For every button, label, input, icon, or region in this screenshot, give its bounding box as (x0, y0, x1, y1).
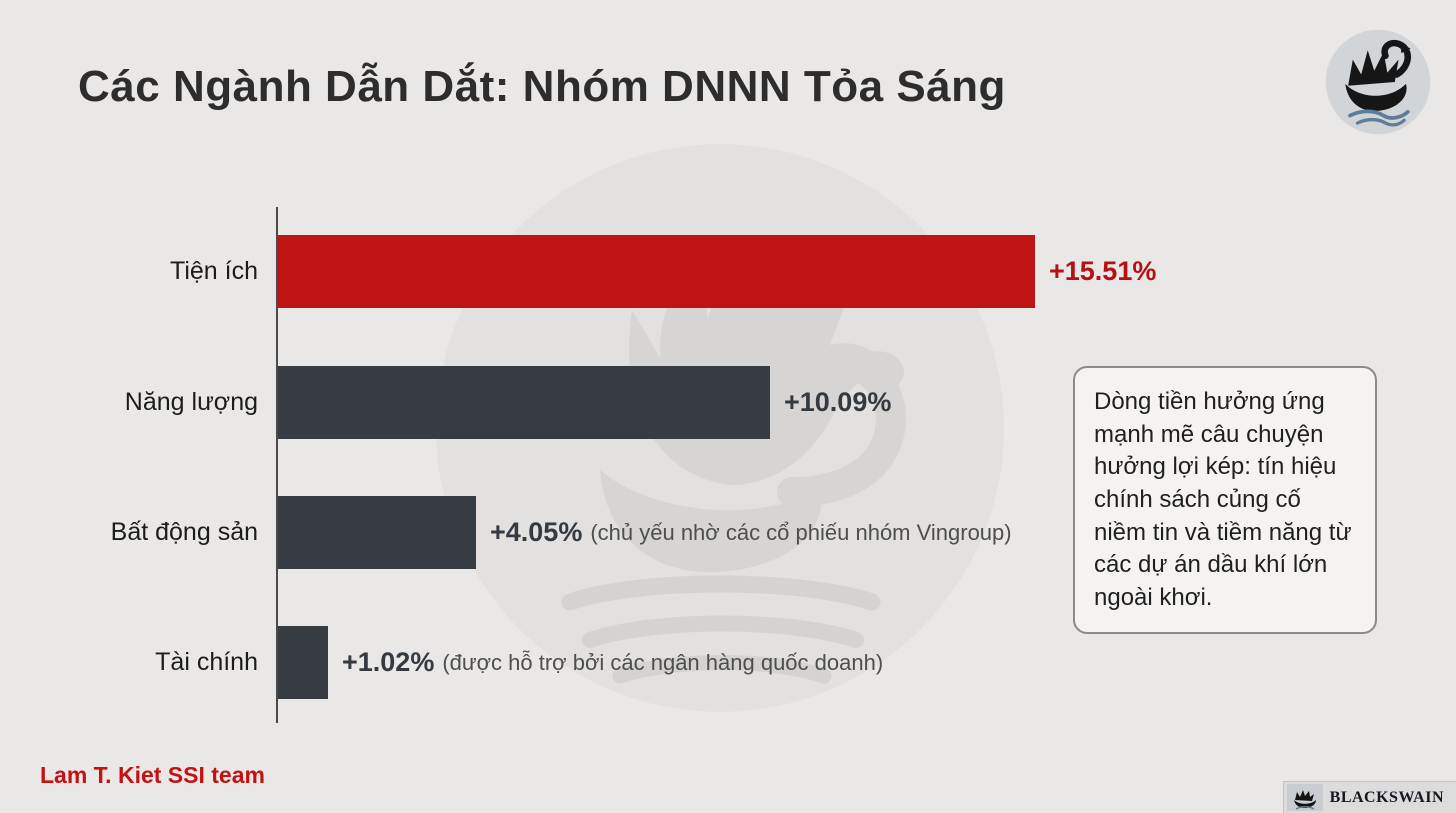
brand-name: BLACKSWAIN (1329, 788, 1444, 806)
bar-tien-ich (278, 235, 1035, 308)
bar-row: +1.02% (được hỗ trợ bởi các ngân hàng qu… (278, 626, 883, 699)
brand-watermark: BLACKSWAIN (1282, 781, 1456, 813)
bar-bat-dong-san (278, 496, 476, 569)
bar-tai-chinh (278, 626, 328, 699)
bar-nang-luong (278, 366, 770, 439)
value-label: +4.05% (490, 517, 583, 547)
chart-y-axis (276, 207, 278, 723)
page-title: Các Ngành Dẫn Dắt: Nhóm DNNN Tỏa Sáng (78, 62, 1006, 111)
bar-row: +15.51% (278, 235, 1156, 308)
category-label-nang-luong: Năng lượng (124, 388, 258, 416)
bar-row: +10.09% (278, 366, 891, 439)
value-annotation: (chủ yếu nhờ các cổ phiếu nhóm Vingroup) (590, 519, 1012, 545)
value-label: +15.51% (1049, 256, 1157, 286)
bar-row: +4.05% (chủ yếu nhờ các cổ phiếu nhóm Vi… (278, 496, 1012, 569)
category-label-tien-ich: Tiện ích (169, 257, 258, 285)
value-label: +10.09% (784, 387, 892, 417)
value-annotation: (được hỗ trợ bởi các ngân hàng quốc doan… (442, 649, 884, 675)
black-swan-logo-icon (1325, 29, 1431, 135)
author-credit: Lam T. Kiet SSI team (40, 762, 265, 788)
commentary-callout: Dòng tiền hưởng ứng mạnh mẽ câu chuyện h… (1073, 366, 1377, 635)
blackswain-brand-icon (1286, 784, 1323, 811)
value-label: +1.02% (342, 647, 435, 677)
category-label-tai-chinh: Tài chính (155, 648, 258, 676)
category-label-bat-dong-san: Bất động sản (110, 518, 258, 546)
